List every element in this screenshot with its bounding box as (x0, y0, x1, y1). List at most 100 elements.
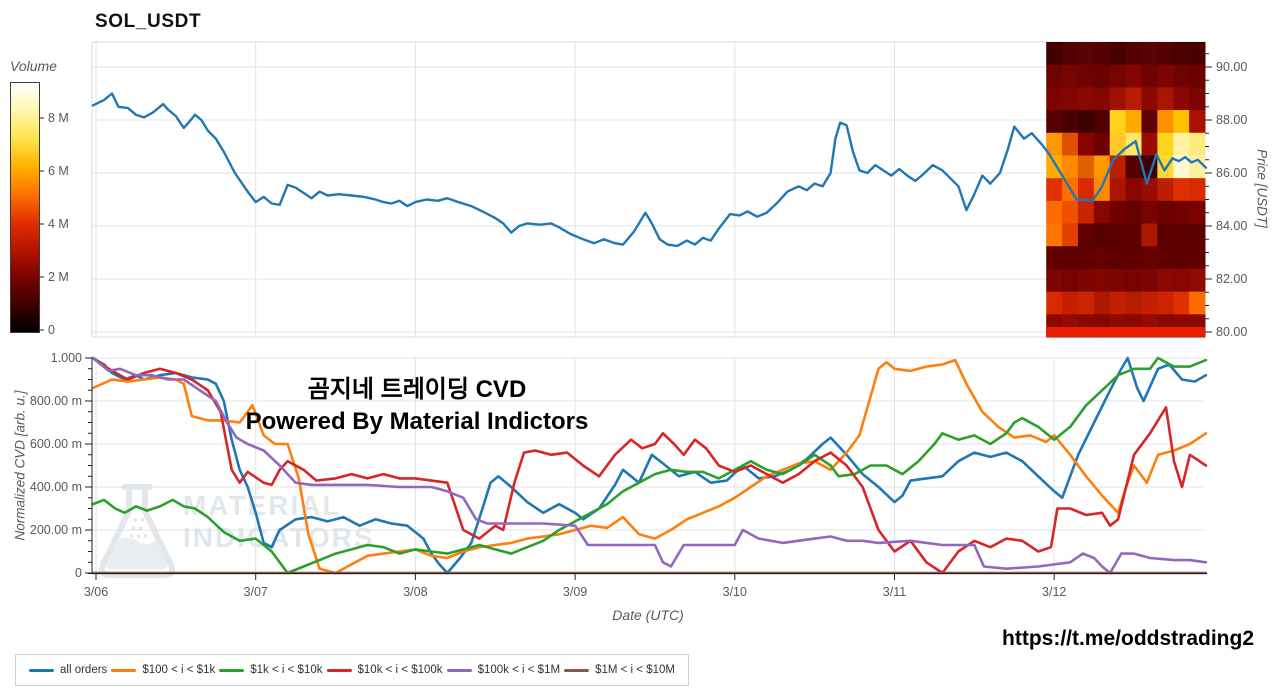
date-tick-label: 3/11 (883, 585, 906, 599)
price-tick-label: 88.00 (1216, 113, 1247, 127)
heatmap-cell (1189, 87, 1206, 111)
heatmap-cell (1125, 64, 1142, 88)
heatmap-cell (1125, 155, 1142, 179)
watermark-line2: INDICATORS (183, 522, 375, 553)
legend-label: $10k < i < $100k (357, 664, 443, 676)
price-axis-title: Price [USDT] (1254, 149, 1270, 228)
heatmap-cell (1093, 223, 1111, 247)
heatmap-cell (1157, 110, 1174, 134)
date-tick-label: 3/06 (84, 585, 108, 599)
heatmap-cell (1077, 246, 1095, 270)
cvd-line (91, 358, 1208, 575)
legend: all orders $100 < i < $1k $1k < i < $10k $1… (15, 654, 689, 686)
legend-line-swatch (29, 668, 54, 672)
heatmap-cell (1173, 178, 1190, 202)
legend-line-swatch (564, 668, 590, 672)
heatmap-cell (1141, 64, 1158, 88)
legend-item: all orders (29, 664, 107, 676)
heatmap-cell (1062, 200, 1079, 225)
cvd-axis-title: Normalized CVD [arb. u.] (12, 390, 28, 541)
watermark-line1: MATERIAL (183, 490, 342, 521)
cvd-tick-label: 600.00 m (30, 437, 82, 451)
heatmap-cell (1141, 291, 1158, 315)
cvd-tick-label: 800.00 m (30, 394, 82, 408)
heatmap-cell (1046, 110, 1063, 134)
heatmap-cell (1189, 64, 1206, 88)
heatmap-cell (1157, 42, 1174, 66)
heatmap-cell (1077, 268, 1095, 293)
price-tick-label: 82.00 (1216, 272, 1247, 286)
heatmap-cell (1189, 42, 1206, 66)
heatmap-cell (1141, 132, 1158, 156)
colorbar-tick-label: 0 (48, 323, 55, 337)
legend-item: $1k < i < $10k (219, 664, 323, 676)
heatmap-cell (1173, 64, 1190, 88)
heatmap-cell (1173, 110, 1190, 134)
overlay-korean-title: 곰지네 트레이딩 CVD (307, 376, 527, 403)
heatmap-cell (1125, 178, 1142, 202)
heatmap-cell (1157, 64, 1174, 88)
legend-item: $100 < i < $1k (111, 664, 215, 676)
heatmap-cell (1093, 200, 1111, 225)
heatmap-cell (1109, 155, 1127, 179)
heatmap-cell (1062, 110, 1079, 134)
heatmap-cell (1109, 132, 1127, 156)
heatmap-cell (1173, 291, 1190, 315)
material-indicators-watermark: MATERIAL INDICATORS (183, 490, 375, 554)
heatmap-cell (1125, 110, 1142, 134)
heatmap-cell (1189, 200, 1206, 225)
heatmap-cell (1077, 291, 1095, 315)
heatmap-cell (1062, 268, 1079, 293)
heatmap-cell (1046, 64, 1063, 88)
heatmap-cell (1125, 87, 1142, 111)
legend-item: $10k < i < $100k (326, 664, 443, 676)
heatmap-cell (1109, 200, 1127, 225)
heatmap-cell (1157, 268, 1174, 293)
heatmap-cell (1093, 178, 1111, 202)
heatmap-cell (1077, 178, 1095, 202)
cvd-line (91, 356, 1208, 575)
overlay-powered-by: Powered By Material Indictors (245, 408, 589, 435)
date-tick-label: 3/07 (244, 585, 268, 599)
heatmap-cell (1046, 200, 1063, 225)
heatmap-cell (1173, 223, 1190, 247)
heatmap-cell (1062, 132, 1079, 156)
heatmap-cell (1157, 223, 1174, 247)
legend-label: $100 < i < $1k (142, 664, 216, 676)
heatmap-cell (1141, 268, 1158, 293)
heatmap-cell (1189, 132, 1206, 156)
price-tick-label: 80.00 (1216, 325, 1247, 339)
heatmap-cell (1109, 42, 1127, 66)
heatmap-bottom-strip (1046, 327, 1205, 337)
cvd-line (91, 356, 1208, 575)
heatmap-cell (1125, 200, 1142, 225)
heatmap-cell (1077, 87, 1095, 111)
legend-line-swatch (326, 668, 352, 672)
legend-line-swatch (219, 668, 245, 672)
price-tick-label: 84.00 (1216, 219, 1247, 233)
heatmap-cell (1077, 132, 1095, 156)
heatmap-cell (1046, 246, 1063, 270)
heatmap-cell (1141, 200, 1158, 225)
heatmap-cell (1077, 223, 1095, 247)
heatmap-cell (1109, 64, 1127, 88)
colorbar-tick-label: 2 M (48, 270, 69, 284)
heatmap-cell (1157, 87, 1174, 111)
legend-item: $1M < i < $10M (564, 664, 675, 676)
heatmap-cell (1157, 178, 1174, 202)
heatmap-cell (1141, 246, 1158, 270)
legend-label: $1M < i < $10M (595, 664, 675, 676)
heatmap-cell (1077, 155, 1095, 179)
heatmap-cell (1173, 200, 1190, 225)
heatmap-cell (1109, 268, 1127, 293)
heatmap-cell (1125, 223, 1142, 247)
heatmap-cell (1189, 223, 1206, 247)
heatmap-cell (1046, 87, 1063, 111)
heatmap-cell (1062, 155, 1079, 179)
heatmap-cell (1093, 42, 1111, 66)
heatmap-cell (1093, 132, 1111, 156)
heatmap-cell (1157, 246, 1174, 270)
heatmap-cell (1141, 87, 1158, 111)
